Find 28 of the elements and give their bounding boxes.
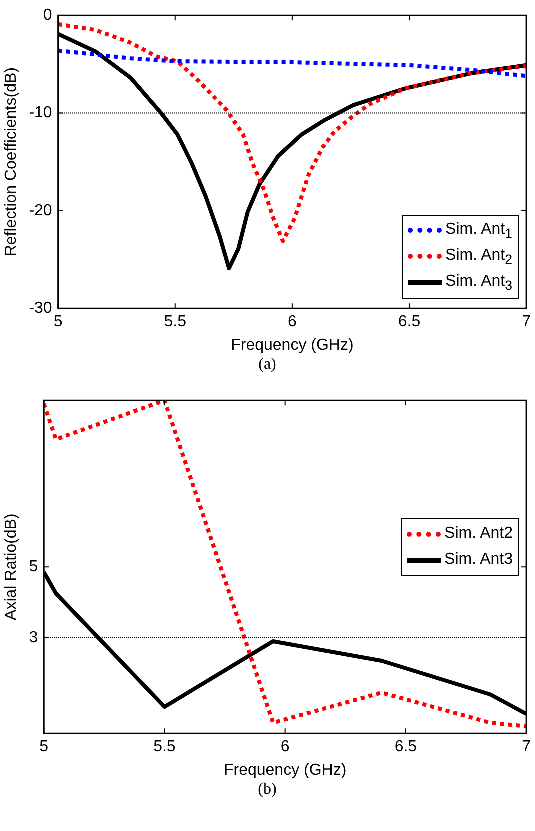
x-tick-label: 5.5 [154, 738, 176, 756]
legend-label: Sim. Ant$_{3}$ [446, 272, 513, 293]
x-axis-title: Frequency (GHz) [231, 336, 354, 354]
x-tick-label: 6.5 [398, 314, 421, 331]
x-axis-title: Frequency (GHz) [224, 762, 347, 779]
y-axis-title: Reflection Coefficients(dB) [3, 68, 20, 257]
legend-label: Sim. Ant2 [444, 525, 514, 544]
text: (b) [257, 780, 278, 800]
y-tick-label: -30 [29, 300, 52, 318]
x-tick-label: 6 [280, 738, 290, 756]
line-series [58, 48, 527, 78]
y-tick-label: -20 [29, 202, 52, 220]
text: (a) [258, 355, 278, 375]
y-tick-label: 3 [29, 629, 38, 646]
x-tick-label: 6.5 [394, 738, 418, 756]
x-tick-label: 5.5 [164, 314, 187, 331]
line-series [58, 22, 527, 244]
x-tick-label: 7 [522, 314, 532, 331]
y-axis-title: Axial Ratio(dB) [3, 514, 20, 620]
y-tick-label: 0 [43, 7, 52, 24]
line-series [44, 400, 527, 729]
legend-label: Sim. Ant$_{1}$ [446, 220, 513, 241]
x-tick-label: 6 [288, 314, 297, 331]
y-tick-label: 5 [29, 558, 38, 576]
legend-label: Sim. Ant$_{2}$ [446, 246, 513, 267]
legend-label: Sim. Ant3 [444, 551, 514, 570]
x-tick-label: 7 [522, 738, 532, 756]
y-tick-label: -10 [29, 104, 52, 122]
